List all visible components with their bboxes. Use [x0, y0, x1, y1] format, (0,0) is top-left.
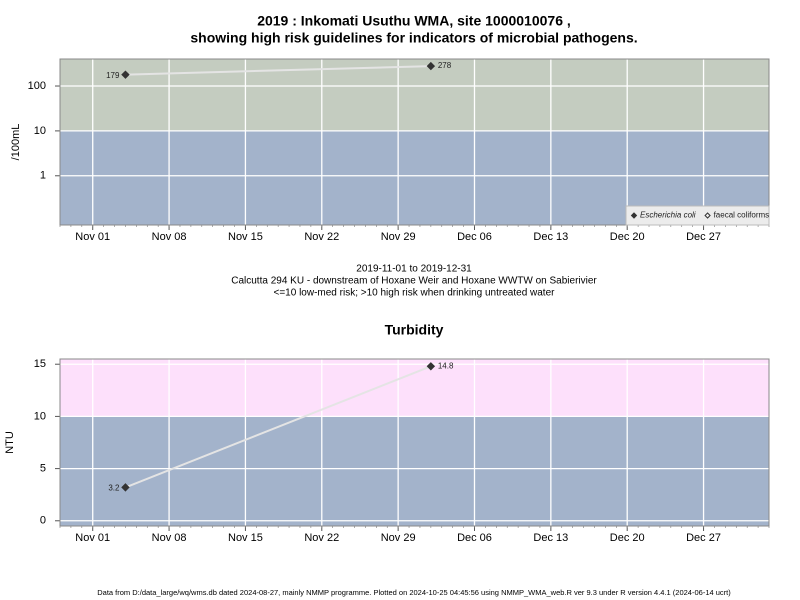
x-axis-label: 2019-11-01 to 2019-12-31 — [356, 264, 472, 275]
data-label: 278 — [438, 61, 452, 70]
x-tick-label: Nov 15 — [228, 532, 263, 544]
band-below — [60, 416, 769, 526]
y-axis-label: /100mL — [10, 124, 22, 161]
x-tick-label: Nov 08 — [152, 231, 187, 243]
chart-title: 2019 : Inkomati Usuthu WMA, site 1000010… — [257, 13, 571, 29]
legend-label: Escherichia coli — [640, 211, 696, 220]
data-point — [426, 362, 436, 371]
data-label: 3.2 — [108, 483, 120, 492]
legend-marker — [704, 212, 711, 219]
y-tick-label: 0 — [40, 515, 46, 527]
data-label: 179 — [106, 71, 120, 80]
data-point — [426, 61, 436, 71]
legend-marker — [630, 212, 638, 219]
x-tick-label: Dec 27 — [686, 532, 721, 544]
x-tick-label: Nov 08 — [152, 532, 187, 544]
x-tick-label: Dec 13 — [533, 231, 568, 243]
x-tick-label: Nov 22 — [304, 231, 339, 243]
x-tick-label: Nov 29 — [381, 231, 416, 243]
y-tick-label: 10 — [34, 125, 46, 137]
series-line — [125, 65, 431, 76]
data-point — [121, 483, 130, 492]
y-tick-label: 100 — [28, 80, 46, 92]
x-tick-label: Dec 27 — [686, 231, 721, 243]
y-axis-label: NTU — [4, 431, 16, 454]
legend-box — [625, 205, 770, 226]
chart-title: Turbidity — [385, 322, 444, 338]
band-above — [60, 359, 769, 417]
x-tick-label: Nov 22 — [304, 532, 339, 544]
y-tick-label: 15 — [34, 358, 46, 370]
data-point — [121, 70, 130, 79]
legend-label: faecal coliforms — [714, 211, 770, 220]
y-tick-label: 1 — [40, 170, 46, 182]
x-axis-label: <=10 low-med risk; >10 high risk when dr… — [274, 288, 556, 299]
plot-border — [59, 58, 770, 226]
x-tick-label: Nov 29 — [381, 532, 416, 544]
x-tick-label: Dec 06 — [457, 532, 492, 544]
plot-border — [59, 358, 770, 527]
data-label: 14.8 — [438, 361, 454, 370]
x-tick-label: Nov 15 — [228, 231, 263, 243]
y-tick-label: 10 — [34, 410, 46, 422]
x-tick-label: Dec 13 — [533, 532, 568, 544]
band-above — [60, 59, 769, 131]
x-axis-label: Calcutta 294 KU - downstream of Hoxane W… — [231, 276, 597, 287]
x-tick-label: Dec 06 — [457, 231, 492, 243]
y-tick-label: 5 — [40, 463, 46, 475]
chart-title: showing high risk guidelines for indicat… — [190, 30, 637, 46]
x-tick-label: Dec 20 — [610, 532, 645, 544]
x-tick-label: Nov 01 — [75, 231, 110, 243]
x-tick-label: Nov 01 — [75, 532, 110, 544]
series-line — [125, 365, 432, 489]
x-tick-label: Dec 20 — [610, 231, 645, 243]
footnote: Data from D:/data_large/wq/wms.db dated … — [97, 588, 731, 597]
